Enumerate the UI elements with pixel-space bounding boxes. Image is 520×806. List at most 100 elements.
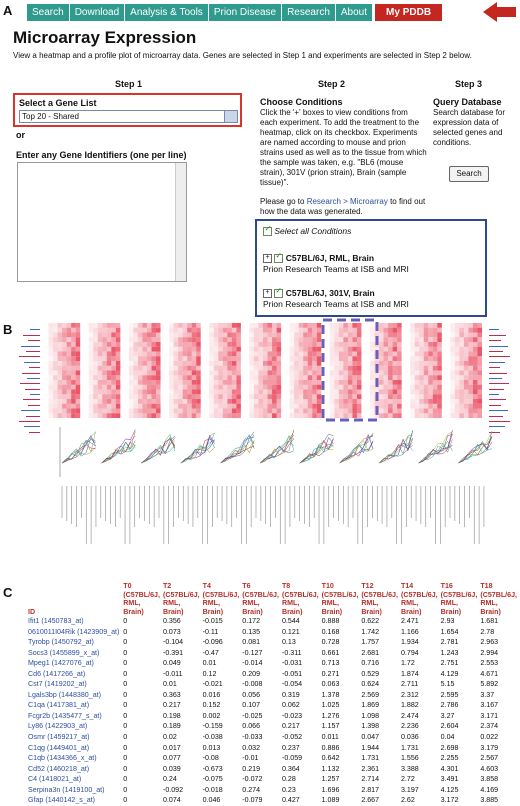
expression-value: -0.038 [202,733,223,742]
search-button[interactable]: Search [449,166,489,182]
dropdown-arrow-icon[interactable] [224,111,237,122]
heatmap-cell [472,342,478,347]
gene-id-link[interactable]: Socs3 (1455899_x_at) [28,648,100,657]
heatmap-cell [432,408,438,414]
gene-id-link[interactable]: Serpina3n (1419100_at) [28,785,105,794]
gene-id-link[interactable]: Tyrobp (1450792_at) [28,638,94,647]
gene-id-link[interactable]: C1qg (1449401_at) [28,743,90,752]
heatmap-cell [182,413,188,418]
heatmap-cell [53,370,58,376]
gene-id-link[interactable]: C1qb (1434366_x_at) [28,754,97,763]
heatmap-row-label-mark [30,325,40,331]
heatmap-cell [392,370,398,376]
gene-id-link[interactable]: C1qa (1417381_at) [28,701,90,710]
gene-ids-textarea[interactable] [17,162,187,282]
heatmap-cell [142,346,147,352]
heatmap-cell [249,403,254,409]
select-all-row[interactable]: Select all Conditions [263,224,351,237]
expression-value: 0.039 [162,764,181,773]
heatmap-cell [178,323,183,328]
heatmap-row-label-mark [489,411,503,417]
textarea-scrollbar[interactable] [175,163,186,281]
heatmap-cell [209,413,214,418]
gene-id-link[interactable]: Lgals3bp (1448380_at) [28,690,101,699]
nav-about[interactable]: About [335,4,373,21]
gene-id-link[interactable]: Cd6 (1417266_at) [28,669,86,678]
heatmap-cell [142,356,147,361]
heatmap-cell [156,327,161,333]
heatmap-cell [468,375,473,380]
heatmap-cell [472,361,478,366]
heatmap-cell [347,370,353,376]
heatmap-cell [142,394,147,399]
heatmap-cell [472,408,478,414]
expression-value: 0.081 [242,638,261,647]
expand-plus-icon[interactable]: + [263,254,272,264]
nav-analysis-tools[interactable]: Analysis & Tools [125,4,208,21]
heatmap-cell [423,351,429,357]
gene-id-link[interactable]: 0610011I04Rik (1423909_at) [28,627,120,636]
heatmap-cell [334,389,339,395]
heatmap-cell [432,356,438,361]
heatmap-cell [142,332,147,338]
gene-id-link[interactable]: Ifit1 (1450783_at) [28,617,84,625]
heatmap-cell [347,361,353,366]
gene-id-link[interactable]: Cd52 (1460218_at) [28,764,90,773]
heatmap-cell [151,337,157,342]
heatmap-cell [178,389,183,395]
gene-id-link[interactable]: Ly86 (1422903_at) [28,722,88,731]
heatmap-cell [459,365,464,371]
heatmap-cell [48,384,54,390]
nav-download[interactable]: Download [69,4,125,21]
heatmap-cell [187,389,192,395]
heatmap-cell [437,384,442,390]
gene-list-select[interactable]: Top 20 - Shared [19,110,238,123]
heatmap-cell [218,380,223,385]
nav-search[interactable]: Search [27,4,69,21]
heatmap-cell [383,403,389,409]
gene-id-link[interactable]: Osmr (1459217_at) [28,733,90,742]
expression-value: 2.604 [440,722,459,731]
gene-id-link[interactable]: Cst7 (1419202_at) [28,680,87,689]
gene-id-link[interactable]: Gfap (1440142_s_at) [28,796,96,805]
expression-value: 1.654 [440,627,459,636]
heatmap-cell [196,346,201,352]
condition-row-2: + C57BL/6J, 301V, Brain Prion Research T… [263,286,409,309]
heatmap-cell [245,333,250,338]
heatmap-cell [249,323,254,328]
heatmap-cell [432,384,438,390]
heatmap-cell [218,342,223,347]
heatmap-cell [298,408,304,414]
heatmap-cell [263,403,268,409]
gene-id-link[interactable]: Mpeg1 (1427076_at) [28,659,94,668]
heatmap-cell [307,337,313,342]
expression-value: 2.62 [400,796,415,805]
condition-1-checkbox[interactable] [274,251,284,264]
profile-line [101,431,136,464]
heatmap-cell [263,380,268,385]
heatmap-cell [222,394,228,399]
gene-id-link[interactable]: C4 (1418021_at) [28,775,82,784]
heatmap-cell [392,413,398,418]
expand-plus-icon[interactable]: + [263,289,272,299]
gene-id-link[interactable]: Fcgr2b (1435477_s_at) [28,711,102,720]
heatmap-cell [97,403,103,409]
heatmap-cell [410,337,415,342]
heatmap-cell [423,365,429,371]
condition-2-checkbox[interactable] [274,286,284,299]
heatmap-cell [102,375,107,380]
heatmap-cell [102,408,107,414]
heatmap-cell [124,375,129,380]
select-all-checkbox[interactable] [263,224,272,237]
heatmap-cell [236,337,241,342]
heatmap-cell [156,346,161,352]
heatmap-cell [285,323,290,328]
nav-research[interactable]: Research [282,4,335,21]
heatmap-cell [53,365,58,371]
heatmap-cell [182,346,188,352]
nav-prion-disease[interactable]: Prion Disease [208,4,282,21]
heatmap-cell [209,351,214,357]
expression-value: 0.011 [321,733,339,742]
research-microarray-link[interactable]: Research > Microarray [306,197,388,206]
nav-my-pddb[interactable]: My PDDB [375,4,443,21]
